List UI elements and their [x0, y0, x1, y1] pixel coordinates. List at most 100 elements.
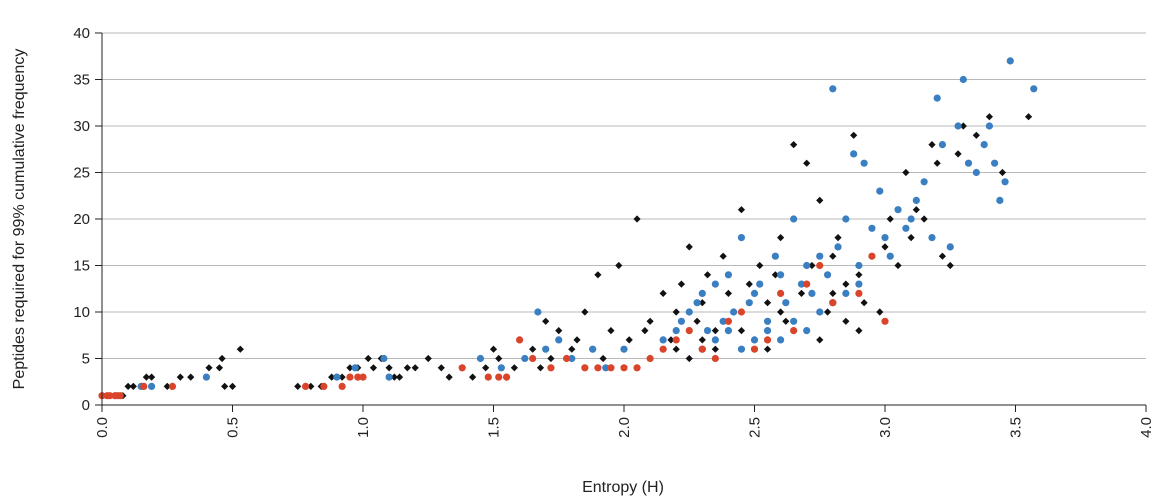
data-point-diamond — [797, 289, 806, 297]
y-tick-label: 0 — [82, 397, 90, 414]
data-point-diamond — [693, 317, 701, 325]
data-point-circle — [711, 336, 719, 344]
x-tick-label: 2.5 — [747, 417, 764, 438]
data-point-diamond — [816, 336, 824, 344]
data-point-circle — [581, 364, 589, 372]
data-point-circle — [202, 373, 210, 381]
data-point-circle — [685, 308, 693, 316]
data-point-diamond — [823, 308, 832, 316]
data-point-circle — [829, 85, 837, 93]
data-point-circle — [803, 261, 811, 270]
axes — [95, 32, 1147, 412]
data-point-diamond — [855, 327, 863, 335]
data-point-circle — [711, 280, 719, 288]
data-point-circle — [750, 345, 759, 353]
data-point-diamond — [860, 299, 868, 307]
data-point-circle — [620, 364, 628, 372]
data-point-circle — [816, 261, 824, 270]
data-point-diamond — [641, 327, 649, 335]
data-point-circle — [920, 178, 928, 186]
data-point-diamond — [737, 206, 746, 214]
data-point-circle — [672, 327, 680, 335]
data-point-circle — [685, 327, 693, 335]
data-point-diamond — [677, 280, 686, 288]
data-point-diamond — [633, 215, 641, 223]
data-point-diamond — [876, 308, 884, 316]
data-point-circle — [928, 234, 936, 242]
data-point-diamond — [842, 317, 850, 325]
data-point-diamond — [147, 373, 156, 381]
data-point-circle — [568, 354, 576, 363]
data-point-diamond — [850, 131, 858, 139]
data-point-circle — [168, 382, 177, 390]
data-point-diamond — [594, 271, 602, 279]
data-point-circle — [547, 364, 555, 372]
data-point-circle — [855, 261, 863, 270]
data-point-diamond — [790, 141, 798, 149]
data-point-circle — [484, 373, 492, 381]
data-point-circle — [633, 364, 641, 372]
data-point-circle — [502, 373, 511, 381]
data-point-diamond — [782, 317, 790, 325]
data-point-circle — [458, 364, 466, 372]
data-point-diamond — [469, 373, 477, 381]
data-point-diamond — [946, 261, 954, 270]
data-point-diamond — [698, 299, 706, 307]
y-axis-title: Peptides required for 99% cumulative fre… — [11, 49, 28, 390]
data-point-circle — [803, 327, 811, 335]
data-point-circle — [803, 280, 811, 288]
data-point-circle — [529, 354, 537, 363]
data-point-diamond — [672, 308, 680, 316]
data-point-circle — [938, 141, 947, 149]
data-point-circle — [850, 150, 858, 158]
x-tick-label: 2.0 — [616, 417, 633, 438]
x-tick-label: 3.0 — [877, 417, 894, 438]
x-tick-label: 1.5 — [486, 417, 503, 438]
data-point-circle — [333, 373, 341, 381]
data-point-diamond — [607, 327, 615, 335]
data-point-diamond — [659, 289, 667, 297]
grid-lines — [102, 32, 1146, 359]
data-point-circle — [737, 345, 746, 353]
data-point-diamond — [894, 261, 902, 270]
data-point-diamond — [842, 280, 850, 288]
y-tick-label: 20 — [73, 211, 90, 228]
data-point-diamond — [938, 252, 947, 260]
data-point-diamond — [724, 289, 732, 297]
data-point-diamond — [328, 373, 336, 381]
data-point-diamond — [390, 373, 398, 381]
data-point-circle — [750, 289, 759, 297]
data-point-diamond — [395, 373, 404, 381]
y-tick-label: 40 — [73, 25, 90, 42]
data-point-diamond — [954, 150, 962, 158]
data-point-circle — [730, 308, 738, 316]
data-point-diamond — [163, 382, 171, 390]
data-point-diamond — [547, 354, 555, 363]
data-point-circle — [106, 392, 114, 400]
data-point-diamond — [698, 336, 706, 344]
data-point-diamond — [902, 168, 910, 177]
x-tick-label: 1.0 — [355, 417, 372, 438]
data-point-diamond — [928, 141, 936, 149]
data-point-diamond — [685, 243, 693, 251]
data-point-circle — [868, 252, 876, 260]
data-point-circle — [147, 382, 156, 390]
data-point-diamond — [205, 364, 213, 372]
y-tick-labels: 0 5 10 15 20 25 30 35 40 — [73, 25, 90, 414]
data-point-circle — [996, 196, 1004, 204]
data-point-diamond — [881, 243, 889, 251]
data-point-circle — [719, 317, 727, 325]
data-point-circle — [959, 75, 967, 84]
data-point-circle — [790, 215, 798, 223]
data-point-circle — [1030, 85, 1038, 93]
data-point-diamond — [215, 364, 224, 372]
data-point-circle — [954, 122, 962, 130]
data-point-diamond — [424, 354, 432, 363]
data-point-circle — [771, 252, 779, 260]
data-point-circle — [737, 234, 746, 242]
data-points — [98, 57, 1038, 400]
data-point-diamond — [529, 345, 537, 353]
data-point-circle — [534, 308, 542, 316]
data-point-diamond — [756, 261, 764, 270]
